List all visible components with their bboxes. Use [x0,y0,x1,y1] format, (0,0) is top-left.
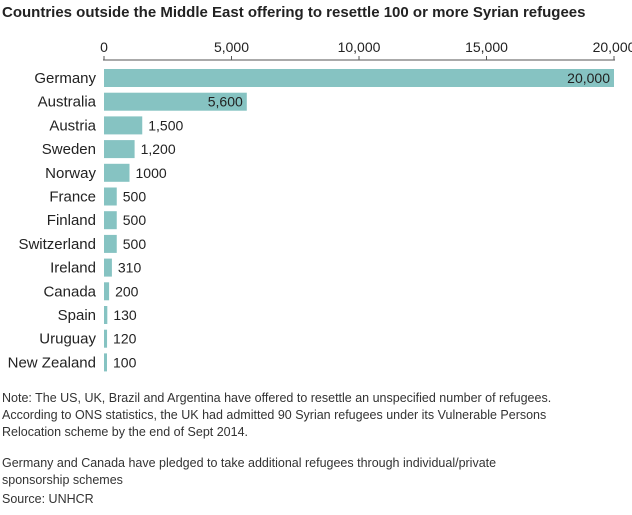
data-label: 5,600 [208,94,243,110]
category-label: Sweden [42,141,96,158]
data-label: 100 [113,354,137,370]
x-tick-label: 15,000 [465,39,508,55]
data-label: 1000 [136,165,167,181]
category-label: Germany [34,70,96,87]
footnote-line: According to ONS statistics, the UK had … [2,408,547,422]
pledge-note-line: Germany and Canada have pledged to take … [2,456,497,470]
data-label: 200 [115,283,139,299]
pledge-note: Germany and Canada have pledged to take … [2,455,630,489]
category-label: Spain [58,307,96,324]
bar [104,258,112,277]
data-label: 1,500 [148,117,183,133]
bar [104,306,108,324]
chart-title: Countries outside the Middle East offeri… [2,4,586,21]
category-label: Norway [45,165,96,182]
footnote: Note: The US, UK, Brazil and Argentina h… [2,390,630,441]
bar [104,92,247,111]
bar [104,211,117,230]
bar [104,69,614,87]
category-label: France [49,189,96,206]
category-label: Austria [49,117,96,134]
pledge-note-line: sponsorship schemes [2,473,123,487]
bar [104,116,143,135]
bar [104,187,117,206]
data-label: 20,000 [567,70,610,86]
footnote-line: Relocation scheme by the end of Sept 201… [2,425,248,439]
bar [104,353,107,372]
bar [104,140,135,159]
category-label: Switzerland [18,236,96,253]
bar [104,234,117,253]
x-tick-label: 10,000 [338,39,381,55]
category-label: Ireland [50,260,96,277]
footnote-line: Note: The US, UK, Brazil and Argentina h… [2,391,552,405]
category-label: Uruguay [39,331,96,348]
data-label: 500 [123,236,147,252]
data-label: 500 [123,212,147,228]
category-label: Australia [38,94,97,111]
x-tick-label: 20,000 [593,39,632,55]
data-label: 130 [113,307,137,323]
data-label: 500 [123,189,147,205]
data-label: 1,200 [141,141,176,157]
bar [104,282,110,301]
x-tick-label: 0 [100,39,108,55]
data-label: 310 [118,260,142,276]
data-label: 120 [113,331,137,347]
category-label: New Zealand [8,354,96,371]
x-tick-label: 5,000 [214,39,249,55]
bar [104,163,130,182]
bar-chart: 0 5,000 10,000 15,000 20,000 Germany 20,000 Aus… [8,39,632,372]
bar [104,329,108,348]
source-text: Source: UNHCR [2,492,94,506]
source-note: Source: UNHCR [2,491,630,508]
category-label: Canada [43,283,96,300]
category-label: Finland [47,212,96,229]
